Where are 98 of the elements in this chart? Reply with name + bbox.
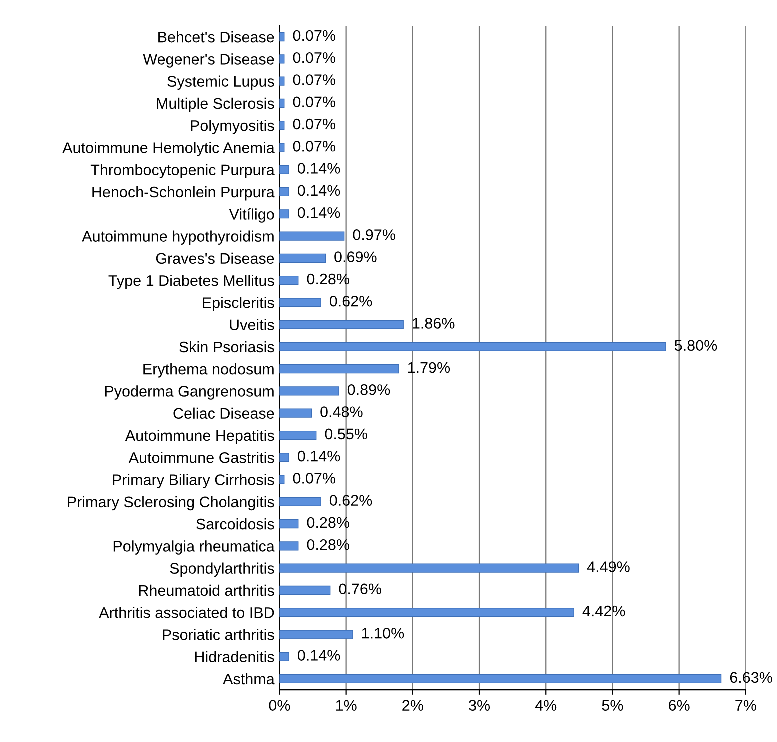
y-tick-label: Autoimmune Hemolytic Anemia — [62, 142, 275, 156]
y-tick-label: Celiac Disease — [174, 408, 274, 420]
bar — [280, 76, 285, 86]
data-label: 0.28% — [307, 517, 350, 528]
y-tick-label: Uveitis — [230, 319, 274, 330]
x-tick-label: 7% — [736, 700, 756, 711]
bar — [280, 276, 299, 286]
bar — [280, 32, 285, 42]
data-label: 4.42% — [582, 606, 626, 617]
bar — [280, 386, 340, 396]
bar — [280, 187, 290, 197]
bar — [280, 232, 345, 241]
data-label: 0.14% — [298, 185, 340, 196]
bar — [280, 652, 290, 662]
data-label: 0.28% — [307, 274, 350, 285]
bar — [280, 408, 312, 418]
data-label: 0.07% — [293, 473, 336, 484]
bar — [280, 320, 404, 330]
bar — [280, 121, 285, 130]
y-tick-label: Sarcoidosis — [196, 518, 274, 530]
data-label: 0.07% — [293, 52, 336, 64]
y-tick-label: Skin Psoriasis — [180, 341, 274, 353]
bar — [280, 519, 299, 529]
data-label: 0.07% — [293, 30, 336, 42]
bar — [280, 608, 574, 618]
y-tick-label: Hidradenitis — [195, 651, 274, 663]
y-tick-label: Type 1 Diabetes Mellitus — [108, 275, 274, 290]
data-label: 0.62% — [330, 296, 372, 307]
x-tick-label: 6% — [669, 700, 690, 712]
bar — [280, 298, 322, 308]
data-label: 0.89% — [348, 384, 390, 396]
y-tick-label: Thrombocytopenic Purpura — [90, 164, 275, 179]
bar — [280, 342, 666, 352]
y-tick-label: Autoimmune hypothyroidism — [82, 230, 274, 245]
y-tick-label: Polymyositis — [191, 120, 274, 134]
y-tick-label: Rheumatoid arthritis — [139, 584, 274, 596]
data-label: 1.79% — [408, 362, 450, 374]
bar — [280, 143, 285, 152]
data-label: 0.62% — [330, 495, 372, 506]
y-tick-label: Henoch-Schonlein Purpura — [92, 186, 275, 201]
data-label: 0.14% — [298, 207, 340, 218]
x-tick-label: 4% — [535, 700, 557, 711]
data-label: 0.97% — [353, 230, 396, 240]
data-label: 1.86% — [413, 318, 455, 329]
y-tick-label: Vitíligo — [229, 208, 274, 223]
y-tick-label: Arthritis associated to IBD — [99, 607, 274, 618]
y-tick-label: Primary Sclerosing Cholangitis — [68, 496, 274, 511]
bar — [280, 254, 326, 263]
data-label: 4.49% — [587, 562, 630, 572]
x-tick-label: 3% — [469, 700, 490, 712]
x-tick-label: 0% — [269, 700, 290, 712]
bar — [280, 98, 285, 108]
bar — [280, 497, 322, 506]
y-tick-label: Autoimmune Hepatitis — [125, 430, 274, 444]
y-tick-label: Graves's Disease — [156, 252, 274, 264]
bar — [280, 210, 290, 219]
data-label: 0.14% — [298, 450, 340, 462]
bar — [280, 475, 285, 484]
data-label: 0.07% — [293, 74, 336, 86]
bar — [280, 165, 290, 174]
x-tick-label: 2% — [402, 700, 424, 711]
y-tick-label: Spondylarthritis — [170, 562, 274, 578]
bar — [280, 430, 317, 440]
bar — [280, 453, 290, 462]
y-tick-label: Erythema nodosum — [144, 364, 274, 378]
y-tick-label: Wegener's Disease — [143, 54, 274, 68]
y-tick-label: Autoimmune Gastritis — [128, 452, 274, 464]
y-tick-label: Systemic Lupus — [168, 76, 274, 90]
data-label: 0.07% — [293, 118, 336, 130]
data-label: 0.76% — [339, 584, 382, 595]
data-label: 0.28% — [307, 539, 350, 550]
y-tick-label: Polymyalgia rheumatica — [114, 540, 275, 555]
bar — [280, 564, 580, 573]
y-tick-label: Multiple Sclerosis — [157, 98, 274, 112]
y-tick-label: Behcet's Disease — [158, 32, 274, 43]
y-tick-label: Psoriatic arthritis — [163, 629, 274, 640]
data-label: 6.63% — [730, 672, 772, 684]
bar — [280, 542, 299, 551]
data-label: 1.10% — [362, 628, 404, 639]
data-label: 0.69% — [334, 252, 377, 263]
y-tick-label: Episcleritis — [203, 297, 274, 312]
y-tick-label: Pyoderma Gangrenosum — [105, 386, 274, 400]
x-tick-label: 5% — [602, 700, 624, 712]
data-label: 0.07% — [293, 141, 336, 152]
data-label: 0.14% — [298, 163, 340, 174]
data-label: 0.55% — [325, 428, 368, 440]
bar — [280, 54, 285, 64]
bar — [280, 674, 722, 684]
x-tick-label: 1% — [336, 700, 357, 711]
data-label: 0.07% — [293, 96, 336, 108]
y-tick-label: Primary Biliary Cirrhosis — [113, 474, 274, 488]
bar — [280, 586, 331, 595]
bar — [280, 364, 400, 374]
data-label: 5.80% — [674, 340, 718, 352]
data-label: 0.14% — [298, 650, 340, 661]
bar — [280, 630, 354, 640]
y-tick-label: Asthma — [223, 673, 275, 685]
data-label: 0.48% — [320, 406, 363, 418]
